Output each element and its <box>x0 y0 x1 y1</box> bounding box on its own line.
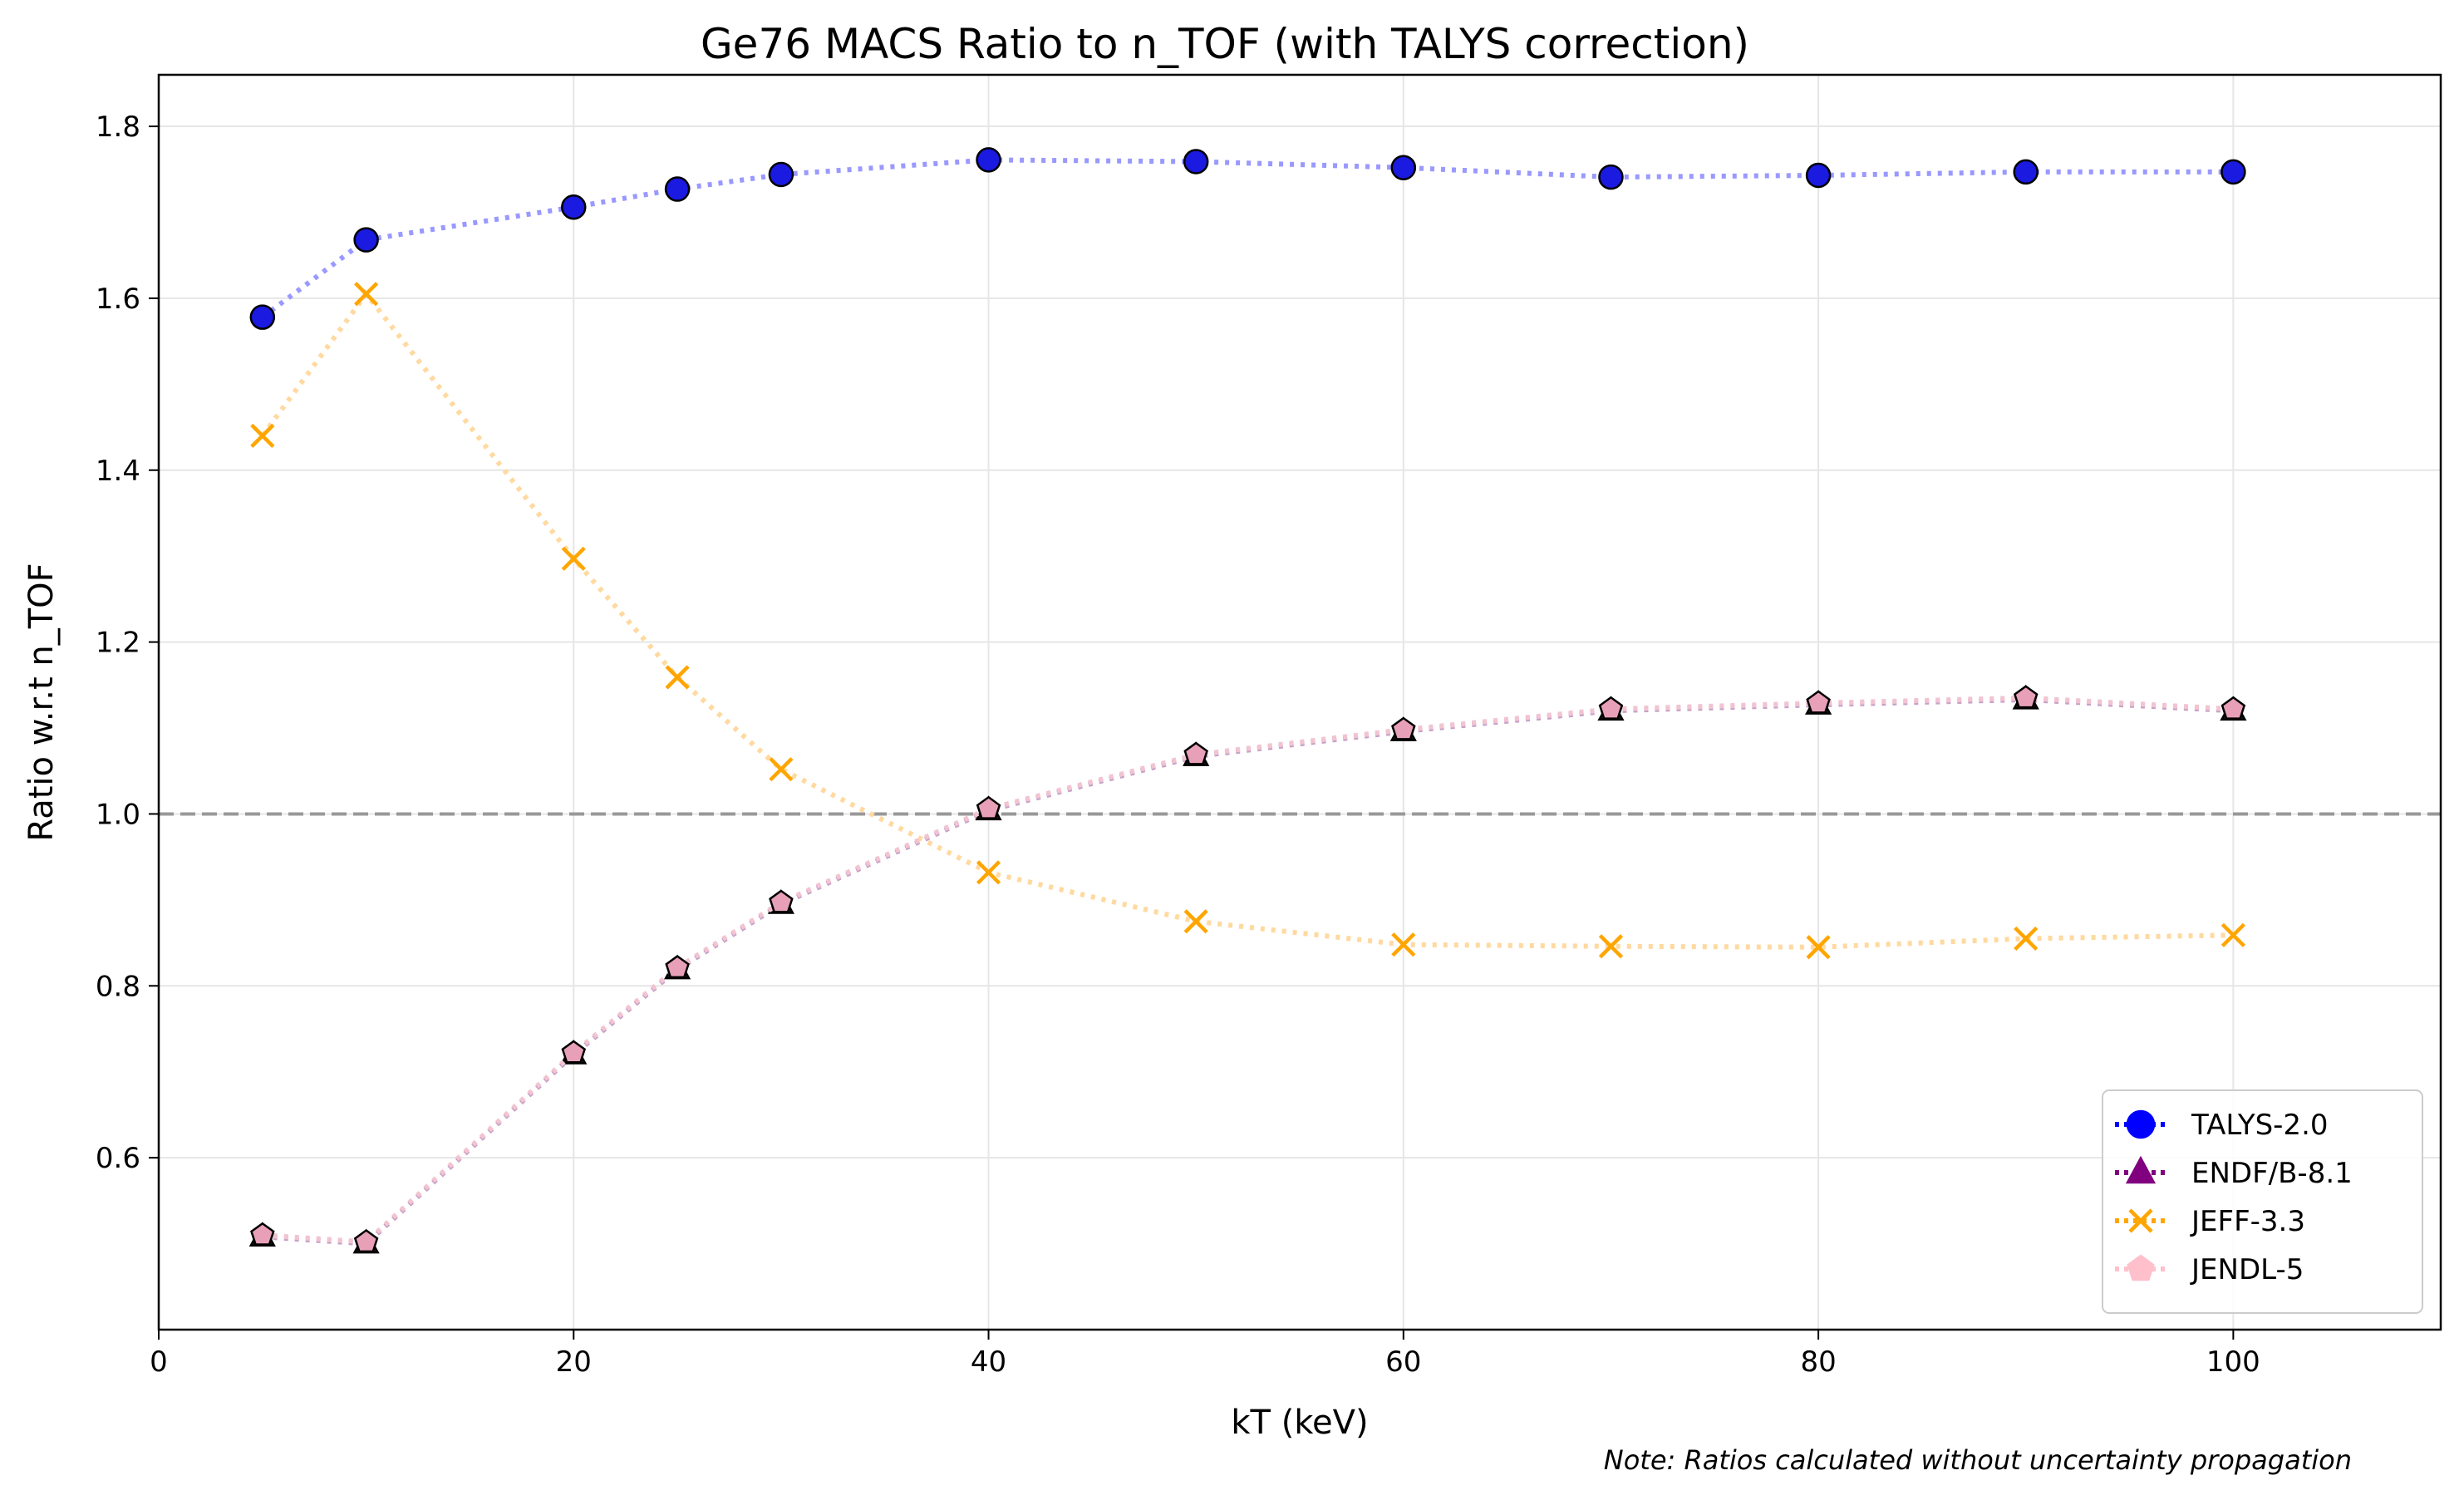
data-point-jeff-3-3 <box>1391 932 1416 957</box>
x-axis-label: kT (keV) <box>1231 1404 1368 1442</box>
data-point-jendl-5 <box>1598 696 1624 720</box>
x-tick-label: 40 <box>971 1345 1006 1379</box>
data-point-talys-2-0 <box>664 176 691 202</box>
legend-marker-jeff-3-3 <box>2128 1208 2153 1233</box>
y-tick-label: 0.6 <box>96 1142 140 1175</box>
y-tick-label: 1.6 <box>96 283 140 316</box>
legend-entry-jendl-5: JENDL-5 <box>2115 1253 2304 1286</box>
y-tick-label: 1.0 <box>96 798 140 831</box>
data-point-jendl-5 <box>1391 716 1416 740</box>
data-point-jeff-3-3 <box>769 757 794 782</box>
legend-marker-jendl-5 <box>2127 1254 2155 1281</box>
y-axis-label: Ratio w.r.t n_TOF <box>22 563 61 841</box>
data-point-talys-2-0 <box>1390 155 1417 180</box>
series-line-jeff-3-3 <box>260 289 2234 950</box>
data-point-talys-2-0 <box>561 194 587 220</box>
y-tick-label: 1.8 <box>96 111 140 144</box>
data-point-jeff-3-3 <box>665 665 690 690</box>
data-point-jeff-3-3 <box>250 423 275 448</box>
data-point-talys-2-0 <box>1183 149 1209 175</box>
y-tick-label: 1.2 <box>96 627 140 660</box>
data-point-jeff-3-3 <box>976 860 1001 885</box>
data-point-talys-2-0 <box>768 161 794 188</box>
legend-marker-talys-2-0 <box>2126 1109 2156 1139</box>
data-point-talys-2-0 <box>976 147 1001 173</box>
x-tick-label: 80 <box>1800 1345 1836 1379</box>
data-point-talys-2-0 <box>1805 162 1832 189</box>
data-point-jendl-5 <box>250 1222 275 1246</box>
data-point-jendl-5 <box>1183 741 1208 765</box>
series-line-endf-b-8-1 <box>262 696 2234 1247</box>
data-point-jeff-3-3 <box>2221 922 2245 947</box>
series-line-talys-2-0 <box>261 157 2234 320</box>
legend-label-endf-b-8-1: ENDF/B-8.1 <box>2191 1157 2353 1190</box>
legend: TALYS-2.0 ENDF/B-8.1 JEFF-3.3 JENDL-5 <box>2102 1089 2423 1314</box>
data-point-jeff-3-3 <box>1183 909 1208 934</box>
legend-box <box>2102 1089 2423 1314</box>
series-endf-b-8-1 <box>248 684 2247 1254</box>
legend-entry-endf-b-8-1: ENDF/B-8.1 <box>2115 1155 2353 1190</box>
data-point-talys-2-0 <box>2013 159 2039 185</box>
plot-frame <box>157 73 2442 1331</box>
data-point-jendl-5 <box>2013 685 2039 709</box>
data-point-jendl-5 <box>561 1040 587 1064</box>
data-point-jendl-5 <box>769 889 794 913</box>
series-line-jendl-5 <box>262 695 2234 1245</box>
x-tick-label: 100 <box>2206 1345 2260 1379</box>
x-tick-label: 0 <box>150 1345 168 1379</box>
data-point-talys-2-0 <box>1598 164 1624 190</box>
data-point-jeff-3-3 <box>561 546 586 571</box>
data-point-jeff-3-3 <box>2014 926 2039 952</box>
series-talys-2-0 <box>249 147 2246 330</box>
data-point-talys-2-0 <box>353 227 379 253</box>
data-point-jeff-3-3 <box>1598 934 1624 959</box>
legend-label-jeff-3-3: JEFF-3.3 <box>2190 1205 2305 1238</box>
series-jendl-5 <box>250 685 2246 1253</box>
x-tick-label: 20 <box>556 1345 592 1379</box>
data-point-jendl-5 <box>976 795 1001 819</box>
legend-label-talys-2-0: TALYS-2.0 <box>2191 1109 2329 1142</box>
data-point-jeff-3-3 <box>354 282 379 307</box>
series-layer <box>248 147 2247 1254</box>
chart-note: Note: Ratios calculated without uncertai… <box>1604 1444 2352 1476</box>
data-point-jeff-3-3 <box>1806 935 1831 960</box>
legend-entry-jeff-3-3: JEFF-3.3 <box>2115 1205 2305 1238</box>
legend-marker-endf-b-8-1 <box>2125 1155 2157 1184</box>
legend-entry-talys-2-0: TALYS-2.0 <box>2115 1109 2329 1142</box>
data-point-jendl-5 <box>2221 696 2246 720</box>
data-point-talys-2-0 <box>249 304 276 330</box>
data-point-talys-2-0 <box>2221 159 2246 185</box>
data-point-jendl-5 <box>353 1228 379 1253</box>
axis-ticks: 0 20 40 60 80 100 0.6 0.8 1.0 1.2 1.4 1.6 1.8 <box>96 111 2260 1379</box>
legend-label-jendl-5: JENDL-5 <box>2190 1253 2304 1286</box>
data-point-jendl-5 <box>1806 690 1831 714</box>
series-jeff-3-3 <box>250 282 2245 960</box>
y-tick-label: 0.8 <box>96 970 140 1003</box>
x-tick-label: 60 <box>1385 1345 1421 1379</box>
data-point-jendl-5 <box>665 955 690 979</box>
chart-title: Ge76 MACS Ratio to n_TOF (with TALYS cor… <box>701 20 1749 68</box>
y-tick-label: 1.4 <box>96 455 140 488</box>
